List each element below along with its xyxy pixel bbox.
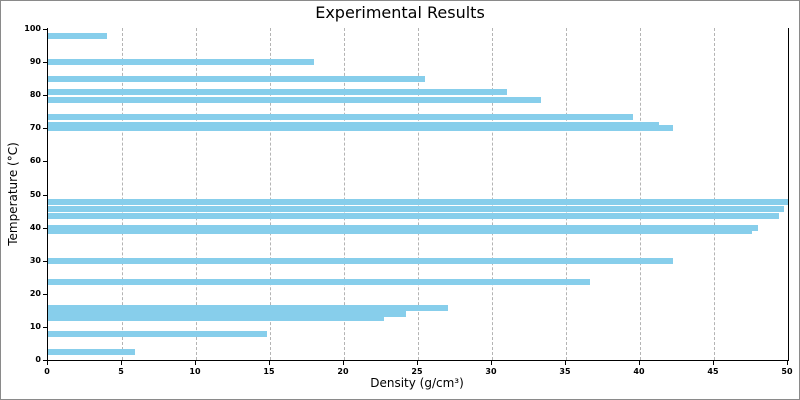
bar-temp-12.7 xyxy=(48,315,384,321)
bar-temp-73.5 xyxy=(48,114,633,120)
x-tick-25 xyxy=(417,361,418,365)
x-tick-label-20: 20 xyxy=(337,367,349,376)
y-tick-label-60: 60 xyxy=(29,156,41,166)
gridline-x-10 xyxy=(195,28,197,360)
chart-title: Experimental Results xyxy=(315,3,485,22)
x-tick-label-45: 45 xyxy=(707,367,719,376)
x-tick-5 xyxy=(121,361,122,365)
y-tick-10 xyxy=(43,326,47,328)
x-tick-30 xyxy=(491,361,492,365)
x-tick-label-25: 25 xyxy=(411,367,423,376)
x-tick-label-0: 0 xyxy=(44,367,50,376)
gridline-x-40 xyxy=(639,28,641,360)
x-tick-40 xyxy=(639,361,640,365)
x-tick-50 xyxy=(787,361,788,365)
x-tick-label-15: 15 xyxy=(263,367,275,376)
y-tick-100 xyxy=(43,29,47,30)
y-tick-label-50: 50 xyxy=(29,189,41,199)
x-tick-35 xyxy=(565,361,566,365)
bar-temp-15.7 xyxy=(48,305,448,311)
gridline-x-5 xyxy=(121,28,123,360)
gridline-x-30 xyxy=(491,28,493,360)
y-tick-label-80: 80 xyxy=(29,90,41,100)
bar-temp-85 xyxy=(48,76,425,82)
bar-temp-45.5 xyxy=(48,206,784,212)
bar-temp-14 xyxy=(48,311,406,317)
x-tick-label-30: 30 xyxy=(485,367,497,376)
x-tick-10 xyxy=(195,361,196,365)
bar-temp-90 xyxy=(48,59,314,65)
y-tick-30 xyxy=(43,260,47,262)
y-tick-label-20: 20 xyxy=(29,288,41,298)
y-tick-50 xyxy=(43,194,47,196)
y-tick-70 xyxy=(43,128,47,130)
y-tick-40 xyxy=(43,227,47,229)
gridline-x-20 xyxy=(343,28,345,360)
x-tick-20 xyxy=(343,361,344,365)
x-tick-label-10: 10 xyxy=(189,367,201,376)
y-tick-label-40: 40 xyxy=(29,222,41,232)
x-tick-15 xyxy=(269,361,270,365)
bar-temp-78.5 xyxy=(48,97,541,103)
plot-area xyxy=(47,28,789,361)
y-tick-label-0: 0 xyxy=(35,355,41,364)
x-tick-label-35: 35 xyxy=(559,367,571,376)
bar-temp-98 xyxy=(48,33,107,39)
y-tick-label-70: 70 xyxy=(29,123,41,133)
bar-temp-2.5 xyxy=(48,349,135,355)
y-tick-60 xyxy=(43,161,47,163)
bar-temp-30 xyxy=(48,258,673,264)
y-tick-20 xyxy=(43,293,47,295)
y-tick-label-100: 100 xyxy=(24,24,41,33)
gridline-x-45 xyxy=(713,28,715,360)
y-tick-80 xyxy=(43,95,47,97)
x-axis-label: Density (g/cm³) xyxy=(370,376,464,390)
bar-temp-70 xyxy=(48,125,673,131)
gridline-x-15 xyxy=(269,28,271,360)
y-tick-90 xyxy=(43,62,47,64)
bar-temp-8 xyxy=(48,331,267,337)
x-tick-label-5: 5 xyxy=(118,367,124,376)
bar-temp-39 xyxy=(48,228,752,234)
y-tick-label-10: 10 xyxy=(29,321,41,331)
bar-temp-43.5 xyxy=(48,213,779,219)
x-tick-label-50: 50 xyxy=(781,367,793,376)
gridline-x-35 xyxy=(565,28,567,360)
bar-temp-47.7 xyxy=(48,199,788,205)
y-tick-label-30: 30 xyxy=(29,255,41,265)
bar-temp-81 xyxy=(48,89,507,95)
y-tick-0 xyxy=(43,360,47,361)
bar-temp-23.5 xyxy=(48,279,590,285)
x-tick-0 xyxy=(47,361,48,365)
x-tick-label-40: 40 xyxy=(633,367,645,376)
x-tick-45 xyxy=(713,361,714,365)
gridline-x-25 xyxy=(417,28,419,360)
y-tick-label-90: 90 xyxy=(29,57,41,67)
